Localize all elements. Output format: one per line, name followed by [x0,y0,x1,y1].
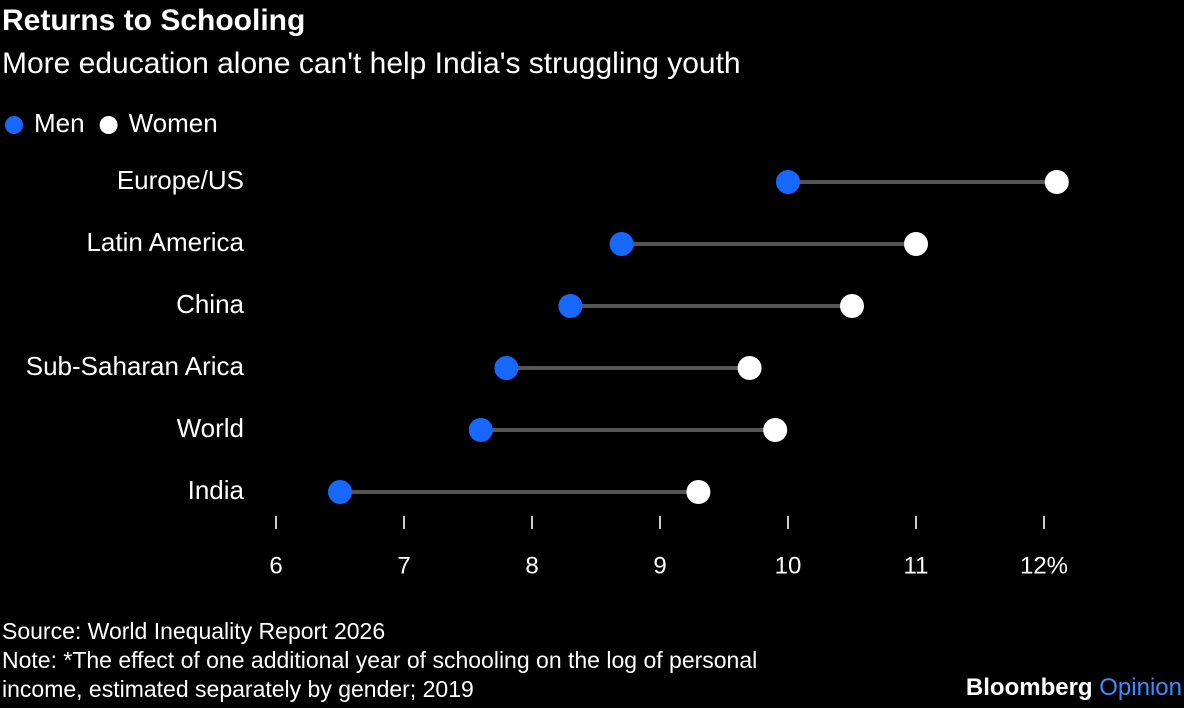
legend-label: Men [34,108,85,138]
dot [558,294,583,318]
category-label: Latin America [86,227,244,257]
dot [686,480,711,504]
logo-opinion: Opinion [1099,674,1182,701]
x-tick-label: 9 [653,552,666,579]
category-label: Europe/US [117,165,244,195]
logo: Bloomberg Opinion [966,674,1182,701]
chart-title: Returns to Schooling [2,4,305,37]
dot [494,356,519,380]
note: Note: *The effect of one additional year… [2,647,757,673]
dot [776,170,800,194]
x-tick-label: 12% [1020,552,1068,579]
dot [609,232,634,256]
x-tick-label: 8 [525,552,538,579]
legend-marker [99,116,118,134]
dot [1044,170,1069,194]
x-tick-label: 11 [904,552,929,579]
dot [328,480,352,504]
note: income, estimated separately by gender; … [2,676,474,702]
chart-subtitle: More education alone can't help India's … [2,47,741,80]
x-tick-label: 7 [397,552,410,579]
legend-label: Women [129,108,218,138]
dot [468,418,493,442]
category-label: World [177,413,244,443]
source: Source: World Inequality Report 2026 [2,618,385,644]
dot [737,356,762,380]
legend-marker [5,116,23,134]
dot [904,232,928,256]
x-tick-label: 10 [775,552,802,579]
dot [763,418,788,442]
category-label: Sub-Saharan Arica [26,351,245,381]
category-label: China [176,289,244,319]
category-label: India [188,475,245,505]
logo-bloomberg: Bloomberg [966,674,1093,701]
x-tick-label: 6 [269,552,282,579]
dot [840,294,864,318]
